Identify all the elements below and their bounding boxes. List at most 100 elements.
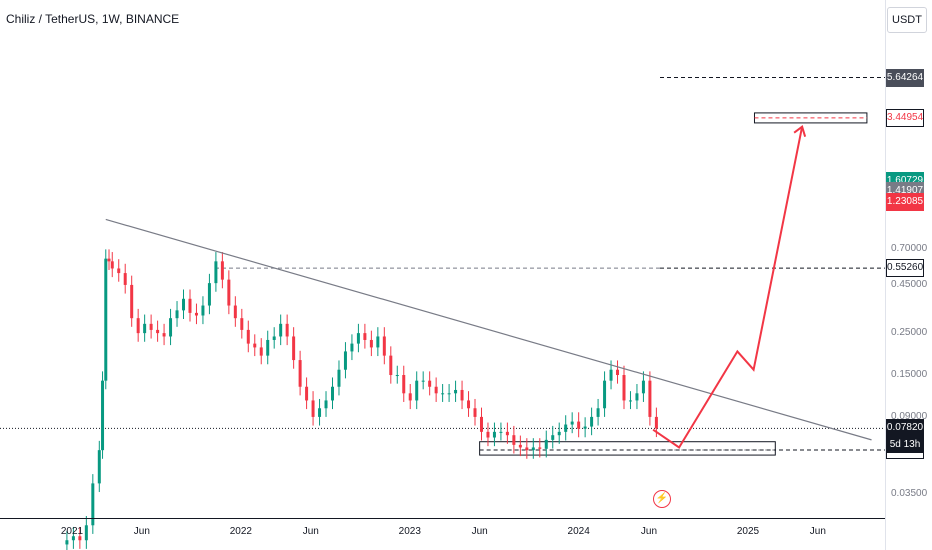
candle-body <box>259 347 263 356</box>
candle-body <box>71 536 75 541</box>
candle-body <box>182 298 186 311</box>
candle-body <box>233 305 237 319</box>
candle-body <box>603 380 607 409</box>
candle-body <box>421 380 425 382</box>
candle-body <box>408 393 412 401</box>
candle-body <box>590 416 594 427</box>
candle-body <box>518 444 522 448</box>
candle-body <box>214 261 218 284</box>
candle-body <box>240 318 244 330</box>
candle-body <box>577 421 581 429</box>
candle-body <box>246 329 250 344</box>
candle-body <box>188 298 192 313</box>
candle-body <box>324 400 328 409</box>
candle-body <box>117 268 121 274</box>
candle-body <box>369 339 373 348</box>
candle-body <box>207 283 211 306</box>
candle-body <box>107 258 111 262</box>
price-tag: 5.64264 <box>886 68 924 87</box>
support-zone <box>479 441 776 456</box>
candle-body <box>635 393 639 401</box>
candle-body <box>101 380 105 451</box>
candle-body <box>415 380 419 401</box>
candle-body <box>363 333 367 340</box>
candle-body <box>175 310 179 319</box>
candle-body <box>557 431 561 436</box>
candle-body <box>583 426 587 429</box>
candle-body <box>272 336 276 340</box>
currency-button[interactable]: USDT <box>887 7 927 33</box>
candle-body <box>201 305 205 316</box>
candle-body <box>622 375 626 401</box>
projection-path <box>652 126 804 449</box>
candle-body <box>78 536 82 541</box>
candle-body <box>454 389 458 394</box>
candle-body <box>382 336 386 356</box>
x-tick-label: 2024 <box>567 526 590 537</box>
x-tick-label: 2023 <box>398 526 421 537</box>
candle-body <box>486 431 490 438</box>
candle-body <box>169 318 173 337</box>
candle-body <box>311 400 315 417</box>
price-tag: 0.55260 <box>886 259 924 278</box>
y-tick-label: 0.03500 <box>891 488 928 500</box>
candle-body <box>143 323 147 334</box>
candle-body <box>447 393 451 395</box>
time-axis-separator <box>0 518 885 519</box>
candle-body <box>298 360 302 387</box>
candle-body <box>538 447 542 449</box>
x-tick-label: 2021 <box>60 526 84 537</box>
y-tick-label: 0.25000 <box>891 327 928 339</box>
bar-countdown-tag: 5d 13h <box>886 437 924 454</box>
candle-body <box>641 380 645 394</box>
candle-body <box>285 323 289 337</box>
price-tag: 0.07820 <box>886 419 924 438</box>
price-tag: 1.23085 <box>886 193 924 212</box>
candle-body <box>428 380 432 387</box>
price-tag: 3.44954 <box>886 108 924 127</box>
candle-body <box>570 421 574 425</box>
candle-body <box>441 393 445 395</box>
y-tick-label: 0.09000 <box>891 410 928 422</box>
x-tick-label: 2025 <box>736 526 760 537</box>
candle-body <box>356 333 360 344</box>
flash-icon[interactable]: ⚡ <box>653 490 671 508</box>
x-tick-label: Jun <box>302 526 319 537</box>
candle-body <box>350 343 354 352</box>
candle-body <box>91 483 95 526</box>
candle-body <box>473 408 477 417</box>
candle-body <box>130 284 134 319</box>
candle-body <box>123 273 127 285</box>
x-tick-label: Jun <box>471 526 488 537</box>
candle-body <box>389 355 393 376</box>
x-tick-label: Jun <box>809 526 826 537</box>
candle-body <box>292 336 296 361</box>
candle-body <box>343 351 347 370</box>
y-tick-label: 0.70000 <box>891 242 928 254</box>
candle-body <box>337 369 341 387</box>
candle-body <box>467 400 471 409</box>
candle-body <box>654 416 658 429</box>
candle-body <box>253 343 257 348</box>
candle-body <box>104 258 108 381</box>
candle-body <box>609 369 613 381</box>
candle-body <box>616 369 620 376</box>
price-axis-separator <box>885 0 886 550</box>
candle-body <box>402 375 406 394</box>
candle-body <box>395 375 399 377</box>
y-tick-label: 0.45000 <box>891 278 928 290</box>
candle-body <box>505 431 509 436</box>
candle-body <box>318 408 322 417</box>
candle-body <box>162 333 166 337</box>
candle-body <box>97 450 101 484</box>
candle-body <box>460 389 464 401</box>
candle-body <box>220 261 224 280</box>
candle-body <box>136 318 140 334</box>
symbol-title: Chiliz / TetherUS, 1W, BINANCE <box>6 12 180 26</box>
candle-body <box>110 261 114 269</box>
y-tick-label: 0.15000 <box>891 369 928 380</box>
candle-body <box>65 540 69 545</box>
candle-body <box>156 329 160 334</box>
